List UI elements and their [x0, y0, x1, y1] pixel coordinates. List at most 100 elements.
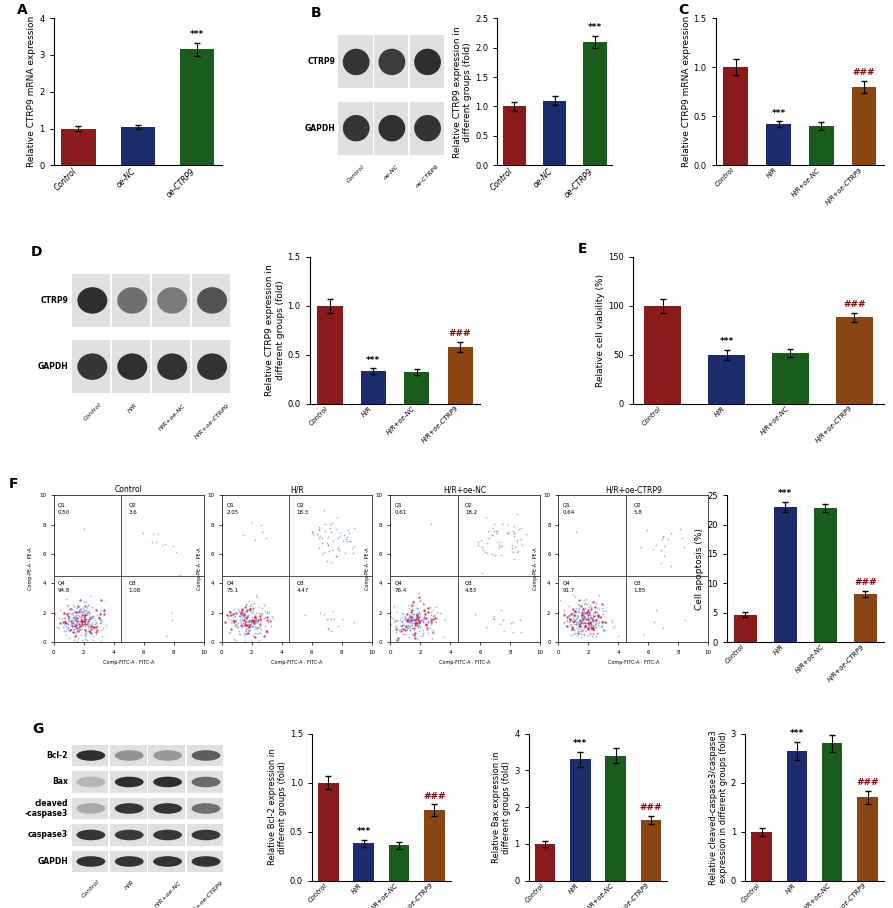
Point [413, 615, 427, 629]
Point [60, 622, 74, 637]
Point [572, 616, 587, 630]
Point [249, 627, 263, 642]
Point [584, 602, 598, 617]
Point [57, 617, 71, 631]
Point [422, 599, 437, 614]
Point [70, 610, 84, 625]
Point [405, 607, 419, 622]
Point [586, 618, 600, 633]
Point [235, 602, 249, 617]
Point [405, 616, 419, 630]
Point [574, 630, 588, 645]
Point [510, 545, 524, 559]
Point [569, 525, 583, 539]
Point [510, 507, 524, 521]
Point [590, 618, 605, 633]
Point [401, 612, 415, 627]
Point [85, 615, 99, 629]
Point [343, 533, 357, 548]
Point [402, 601, 416, 616]
Point [404, 619, 418, 634]
Point [237, 607, 251, 621]
Point [56, 606, 71, 620]
Point [471, 535, 485, 549]
Point [243, 602, 257, 617]
Point [575, 621, 589, 636]
Point [409, 616, 423, 630]
Point [589, 608, 604, 623]
Point [400, 621, 414, 636]
Point [405, 620, 420, 635]
Point [577, 603, 591, 617]
Point [236, 528, 250, 542]
Point [399, 613, 413, 627]
Point [593, 609, 607, 624]
Point [563, 607, 578, 622]
Point [594, 610, 608, 625]
Point [74, 610, 88, 625]
Text: Q4: Q4 [395, 580, 403, 586]
Point [70, 610, 84, 625]
Point [238, 618, 252, 633]
Point [239, 617, 254, 632]
Point [415, 615, 430, 629]
Point [69, 617, 83, 631]
Point [388, 619, 403, 634]
Point [248, 614, 263, 628]
Point [493, 538, 507, 553]
Point [416, 597, 430, 611]
Point [259, 531, 273, 546]
Point [413, 616, 427, 630]
Point [590, 608, 605, 623]
Point [72, 606, 87, 620]
Text: GAPDH: GAPDH [38, 362, 69, 371]
Point [71, 617, 86, 632]
Point [562, 598, 576, 613]
Point [588, 612, 603, 627]
Point [576, 602, 590, 617]
Point [595, 615, 609, 629]
Point [412, 617, 426, 631]
Point [405, 611, 420, 626]
Point [564, 619, 579, 634]
Bar [62, 129, 96, 165]
Point [405, 610, 419, 625]
Point [254, 518, 268, 532]
Point [89, 607, 104, 622]
Point [243, 617, 257, 631]
Point [84, 626, 98, 640]
Point [596, 615, 610, 629]
Point [475, 566, 489, 580]
Point [77, 617, 91, 631]
Point [78, 613, 92, 627]
Point [413, 593, 427, 607]
Text: Q1: Q1 [226, 502, 234, 508]
Point [426, 627, 440, 641]
Text: Q3: Q3 [296, 580, 305, 586]
Point [584, 602, 598, 617]
Point [136, 526, 150, 540]
Point [656, 529, 671, 544]
Point [260, 613, 274, 627]
Point [77, 595, 91, 609]
Bar [605, 755, 626, 881]
Point [572, 617, 587, 631]
Point [245, 609, 259, 624]
Point [243, 598, 257, 613]
Point [401, 613, 415, 627]
X-axis label: Comp-FITC-A · FITC-A: Comp-FITC-A · FITC-A [607, 660, 659, 666]
Point [246, 615, 261, 629]
Point [236, 616, 250, 630]
Point [577, 627, 591, 642]
Point [251, 614, 265, 628]
Point [411, 610, 425, 625]
Point [575, 609, 589, 624]
Point [396, 618, 410, 633]
Point [584, 612, 598, 627]
Point [410, 607, 424, 622]
Point [247, 626, 262, 640]
Point [587, 608, 601, 623]
Point [421, 601, 435, 616]
Point [237, 610, 251, 625]
Point [237, 608, 251, 623]
